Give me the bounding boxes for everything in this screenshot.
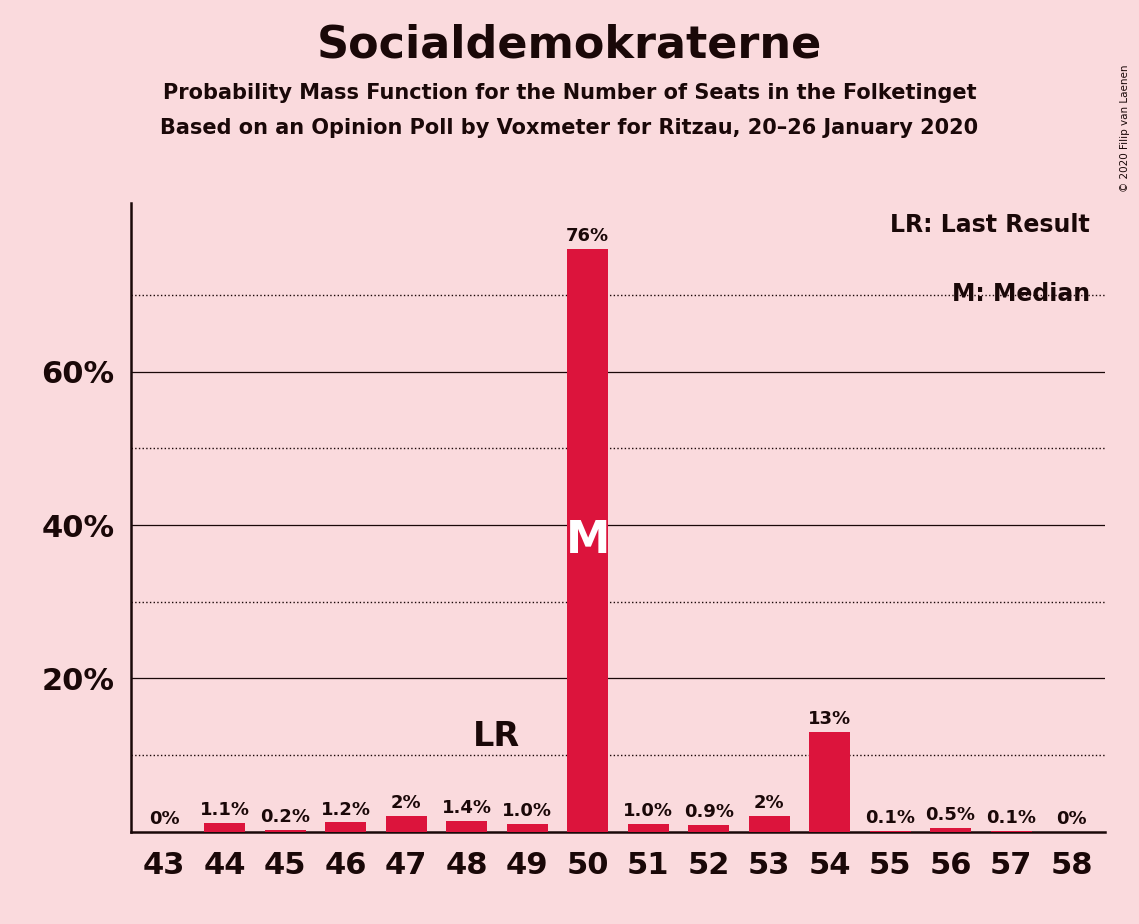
Text: 0.5%: 0.5%: [926, 806, 976, 824]
Bar: [204, 823, 245, 832]
Bar: [628, 824, 669, 832]
Text: 0.1%: 0.1%: [866, 809, 915, 827]
Bar: [446, 821, 487, 832]
Text: LR: Last Result: LR: Last Result: [891, 213, 1090, 237]
Text: 0.9%: 0.9%: [683, 803, 734, 821]
Text: 13%: 13%: [808, 711, 851, 728]
Text: 2%: 2%: [754, 795, 785, 812]
Text: 0.1%: 0.1%: [986, 809, 1036, 827]
Text: 1.0%: 1.0%: [502, 802, 552, 821]
Bar: [567, 249, 608, 832]
Text: 1.4%: 1.4%: [442, 799, 492, 817]
Text: 1.0%: 1.0%: [623, 802, 673, 821]
Bar: [688, 825, 729, 832]
Text: 1.1%: 1.1%: [199, 801, 249, 820]
Text: 0%: 0%: [149, 809, 180, 828]
Text: M: M: [565, 519, 609, 562]
Text: 0.2%: 0.2%: [260, 808, 310, 826]
Bar: [264, 830, 305, 832]
Text: 2%: 2%: [391, 795, 421, 812]
Bar: [325, 822, 367, 832]
Bar: [809, 732, 850, 832]
Text: M: Median: M: Median: [952, 282, 1090, 306]
Bar: [386, 816, 427, 832]
Text: © 2020 Filip van Laenen: © 2020 Filip van Laenen: [1120, 65, 1130, 192]
Bar: [748, 816, 789, 832]
Text: 0%: 0%: [1056, 809, 1087, 828]
Text: Based on an Opinion Poll by Voxmeter for Ritzau, 20–26 January 2020: Based on an Opinion Poll by Voxmeter for…: [161, 118, 978, 139]
Text: 1.2%: 1.2%: [321, 800, 370, 819]
Bar: [931, 828, 972, 832]
Text: 76%: 76%: [566, 227, 609, 246]
Bar: [507, 824, 548, 832]
Text: LR: LR: [474, 720, 521, 753]
Text: Socialdemokraterne: Socialdemokraterne: [317, 23, 822, 67]
Text: Probability Mass Function for the Number of Seats in the Folketinget: Probability Mass Function for the Number…: [163, 83, 976, 103]
